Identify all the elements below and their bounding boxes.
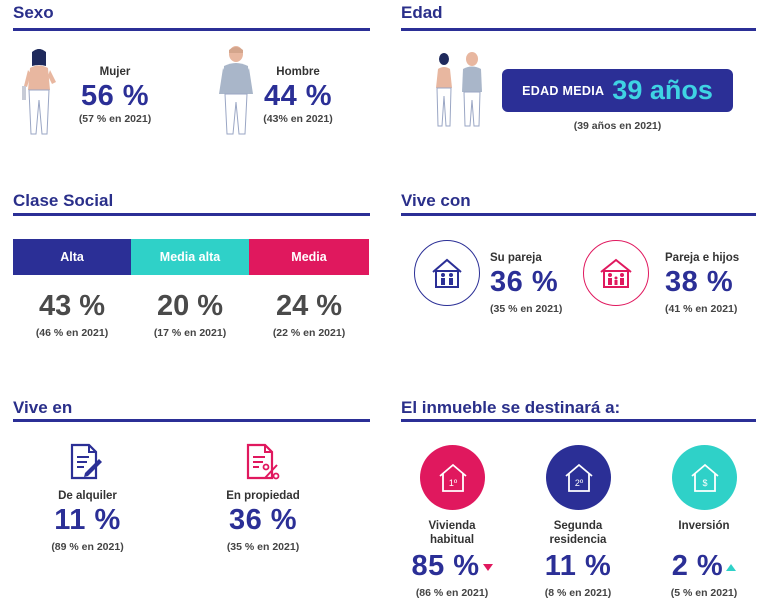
- vivienda-habitual-prev: (86 % en 2021): [415, 587, 489, 599]
- clase-alta-value: 43 %: [38, 290, 106, 322]
- house-label: 1º: [448, 478, 457, 488]
- vive-con-title: Vive con: [401, 191, 471, 210]
- edad-media-value: 39 años: [612, 75, 713, 105]
- vivienda-habitual-value-row: 85 %: [402, 550, 502, 583]
- hombre-label: Hombre: [276, 66, 320, 78]
- clase-media-alta-value: 20 %: [156, 290, 224, 322]
- destino-rule: [401, 419, 756, 422]
- house-couple-icon: [432, 258, 462, 288]
- clase-media-prev: (22 % en 2021): [272, 327, 346, 339]
- clase-media-alta-prev: (17 % en 2021): [153, 327, 227, 339]
- inversion-circle: $: [672, 445, 737, 510]
- vive-con-pareja-prev: (35 % en 2021): [490, 303, 563, 315]
- alquiler-value: 11 %: [54, 504, 121, 536]
- document-percent-icon: [246, 443, 280, 480]
- vive-con-familia-circle: [583, 240, 649, 306]
- clase-media-bar: Media: [249, 239, 369, 275]
- vivienda-habitual-value: 85 %: [411, 550, 480, 582]
- mujer-label: Mujer: [99, 66, 131, 78]
- house-icon: 2º: [564, 463, 593, 492]
- house-label: 2º: [574, 478, 583, 488]
- segunda-residencia-label-2: residencia: [549, 534, 607, 546]
- clase-social-title: Clase Social: [13, 191, 114, 210]
- segunda-residencia-prev: (8 % en 2021): [544, 587, 612, 599]
- vive-con-pareja-circle: [414, 240, 480, 306]
- edad-title: Edad: [401, 3, 443, 22]
- clase-media-value: 24 %: [275, 290, 343, 322]
- segunda-residencia-circle: 2º: [546, 445, 611, 510]
- man-figure-icon: [219, 46, 253, 135]
- propiedad-value: 36 %: [228, 504, 298, 536]
- trend-down-icon: [482, 563, 493, 571]
- edad-media-label: EDAD MEDIA: [522, 83, 605, 98]
- edad-media-box: EDAD MEDIA 39 años: [502, 69, 733, 112]
- edad-rule: [401, 28, 756, 31]
- inversion-label: Inversión: [678, 520, 730, 532]
- house-icon: $: [690, 463, 719, 492]
- woman-figure-icon: [22, 49, 56, 135]
- inversion-value-row: 2 %: [654, 550, 754, 583]
- vive-con-familia-value: 38 %: [665, 266, 734, 298]
- vive-en-rule: [13, 419, 370, 422]
- document-edit-icon: [70, 443, 102, 480]
- inversion-value: 2 %: [671, 550, 724, 582]
- house-icon: 1º: [438, 463, 467, 492]
- mujer-value: 56 %: [80, 80, 150, 112]
- propiedad-label: En propiedad: [226, 490, 300, 502]
- vivienda-habitual-label-2: habitual: [429, 534, 475, 546]
- propiedad-prev: (35 % en 2021): [226, 541, 300, 553]
- house-label: $: [702, 478, 707, 488]
- segunda-residencia-label-1: Segunda: [553, 520, 603, 532]
- inversion-prev: (5 % en 2021): [670, 587, 738, 599]
- vivienda-habitual-circle: 1º: [420, 445, 485, 510]
- alquiler-label: De alquiler: [58, 490, 117, 502]
- sexo-title: Sexo: [13, 3, 54, 22]
- mujer-prev: (57 % en 2021): [78, 113, 152, 125]
- vive-con-rule: [401, 213, 756, 216]
- edad-prev: (39 años en 2021): [573, 120, 662, 132]
- destino-title: El inmueble se destinará a:: [401, 398, 621, 417]
- segunda-residencia-value: 11 %: [544, 550, 612, 582]
- clase-media-alta-bar: Media alta: [131, 239, 249, 275]
- vive-con-familia-label: Pareja e hijos: [665, 252, 740, 264]
- clase-alta-bar: Alta: [13, 239, 131, 275]
- trend-up-icon: [726, 563, 737, 571]
- clase-social-rule: [13, 213, 370, 216]
- couple-figures-icon: [436, 52, 482, 127]
- vive-con-pareja-label: Su pareja: [490, 252, 542, 264]
- alquiler-prev: (89 % en 2021): [51, 541, 124, 553]
- sexo-rule: [13, 28, 370, 31]
- hombre-value: 44 %: [263, 80, 333, 112]
- vive-con-pareja-value: 36 %: [490, 266, 559, 298]
- hombre-prev: (43% en 2021): [263, 113, 333, 125]
- vivienda-habitual-label-1: Vivienda: [428, 520, 476, 532]
- house-family-icon: [600, 258, 632, 288]
- vive-en-title: Vive en: [13, 398, 73, 417]
- vive-con-familia-prev: (41 % en 2021): [665, 303, 738, 315]
- clase-alta-prev: (46 % en 2021): [35, 327, 109, 339]
